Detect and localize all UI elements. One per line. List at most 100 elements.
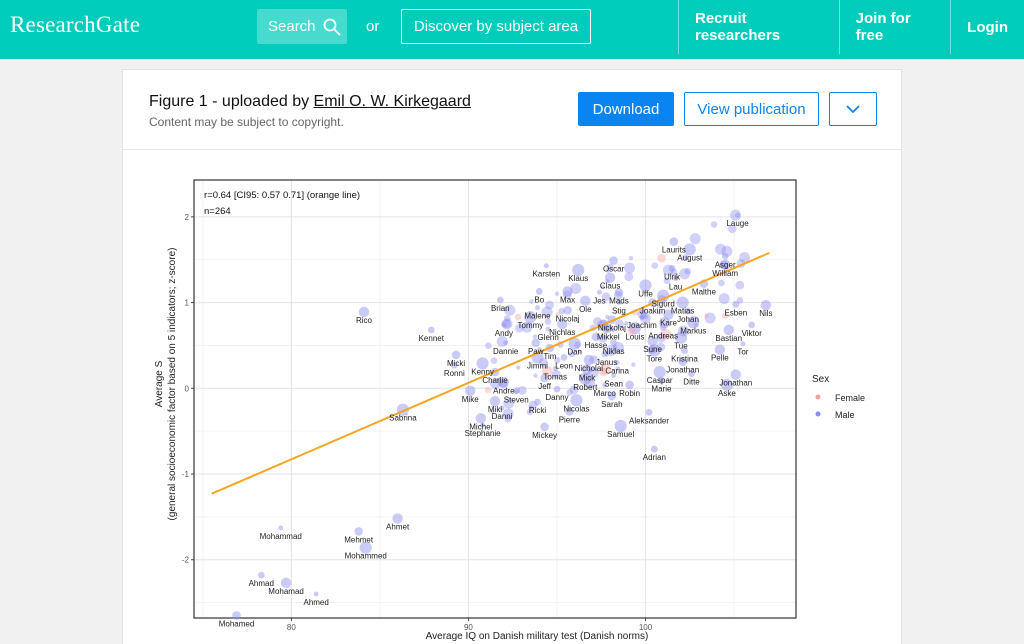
scatter-point <box>601 292 611 302</box>
scatter-point <box>660 328 672 340</box>
point-label: Dannie <box>493 347 519 356</box>
correlation-annotation: r=0.64 [CI95: 0.57 0.71] (orange line) <box>204 190 360 201</box>
nav-recruit-researchers[interactable]: Recruit researchers <box>678 0 839 54</box>
scatter-point <box>682 254 689 261</box>
point-label: Viktor <box>742 329 763 338</box>
plot-panel-border <box>193 179 797 619</box>
scatter-point <box>598 334 608 343</box>
nav-links: Recruit researchers Join for free Login <box>678 0 1024 54</box>
legend-male-label: Male <box>835 410 855 420</box>
scatter-point <box>544 318 552 326</box>
scatter-point <box>606 263 614 271</box>
scatter-point <box>579 372 592 385</box>
scatter-point <box>584 377 596 389</box>
discover-by-subject-button[interactable]: Discover by subject area <box>401 9 591 44</box>
scatter-point <box>540 422 549 432</box>
scatter-point <box>427 326 435 334</box>
nav-login[interactable]: Login <box>950 0 1024 54</box>
scatter-point <box>613 291 623 300</box>
point-label: Lauge <box>726 219 749 228</box>
scatter-point <box>610 339 618 347</box>
point-label: Adrian <box>643 453 666 462</box>
scatter-point <box>480 422 486 428</box>
scatter-point <box>735 280 745 290</box>
point-label: August <box>677 253 703 262</box>
scatter-point <box>688 370 695 378</box>
scatter-point <box>543 263 549 269</box>
point-label: Jonathan <box>666 366 699 375</box>
scatter-point <box>535 288 543 295</box>
scatter-point <box>639 279 652 292</box>
scatter-point <box>659 317 671 329</box>
point-label: Johan <box>677 315 699 324</box>
search-button[interactable]: Search <box>257 9 347 44</box>
scatter-point <box>644 314 649 320</box>
sample-size-annotation: n=264 <box>204 206 231 217</box>
point-label: Max <box>560 295 575 304</box>
scatter-point <box>604 323 613 333</box>
point-label: Asger <box>715 260 736 269</box>
scatter-point <box>605 314 610 320</box>
scatter-point <box>735 212 741 218</box>
scatter-point <box>656 342 666 352</box>
point-label: Samuel <box>607 430 634 439</box>
point-label: Andy <box>495 329 513 338</box>
scatter-point <box>639 314 645 320</box>
scatter-point <box>648 344 661 357</box>
more-options-button[interactable] <box>829 92 877 126</box>
scatter-point <box>555 312 561 317</box>
scatter-point <box>605 345 617 357</box>
scatter-point <box>605 279 610 284</box>
scatter-point <box>674 331 688 344</box>
scatter-point <box>358 306 370 318</box>
scatter-point <box>727 224 737 234</box>
legend-female-label: Female <box>835 393 865 403</box>
point-label: Pierre <box>559 415 581 424</box>
view-publication-button[interactable]: View publication <box>684 92 819 126</box>
point-label: Mohamed <box>219 619 255 628</box>
point-label: Mohammed <box>345 552 387 561</box>
legend-male-marker <box>815 411 821 417</box>
scatter-point <box>521 321 533 333</box>
scatter-point <box>496 296 504 304</box>
scatter-point <box>484 386 492 394</box>
point-label: Mohamad <box>268 587 304 596</box>
point-label: Mickey <box>532 431 557 440</box>
scatter-point <box>736 296 744 304</box>
x-tick-label: 90 <box>464 623 473 632</box>
x-axis-title: Average IQ on Danish military test (Dani… <box>426 631 649 642</box>
point-label: Kristina <box>671 355 698 364</box>
scatter-point <box>684 307 692 315</box>
download-button[interactable]: Download <box>578 92 674 126</box>
scatter-point <box>657 310 662 315</box>
scatter-point <box>718 279 725 287</box>
axis-ticks: 80 90 100 -2 -1 0 1 2 <box>182 213 653 632</box>
scatter-point <box>610 327 616 333</box>
author-link[interactable]: Emil O. W. Kirkegaard <box>313 93 471 110</box>
scatter-point <box>577 349 582 354</box>
nav-join-for-free[interactable]: Join for free <box>838 0 951 54</box>
point-label: Robert <box>573 383 598 392</box>
scatter-point <box>670 268 678 276</box>
scatter-point <box>560 354 568 361</box>
point-label: Jes <box>593 296 605 305</box>
point-label: Glenn <box>537 333 558 342</box>
scatter-point <box>693 322 699 328</box>
scatter-point <box>721 312 729 320</box>
scatter-point <box>534 398 541 406</box>
scatter-point <box>496 335 508 347</box>
scatter-point <box>598 367 608 377</box>
data-points <box>232 209 772 620</box>
scatter-point <box>614 360 620 366</box>
scatter-point <box>628 322 641 335</box>
point-label: Markus <box>680 326 706 335</box>
researchgate-logo[interactable]: ResearchGate <box>10 12 141 37</box>
point-label: Caspar <box>647 376 673 385</box>
point-label: Bo <box>534 295 544 304</box>
point-label: Karsten <box>533 270 561 279</box>
scatter-point <box>533 373 538 378</box>
point-label: Nicolas <box>563 404 589 413</box>
scatter-point <box>748 321 756 329</box>
scatter-point <box>658 377 665 384</box>
